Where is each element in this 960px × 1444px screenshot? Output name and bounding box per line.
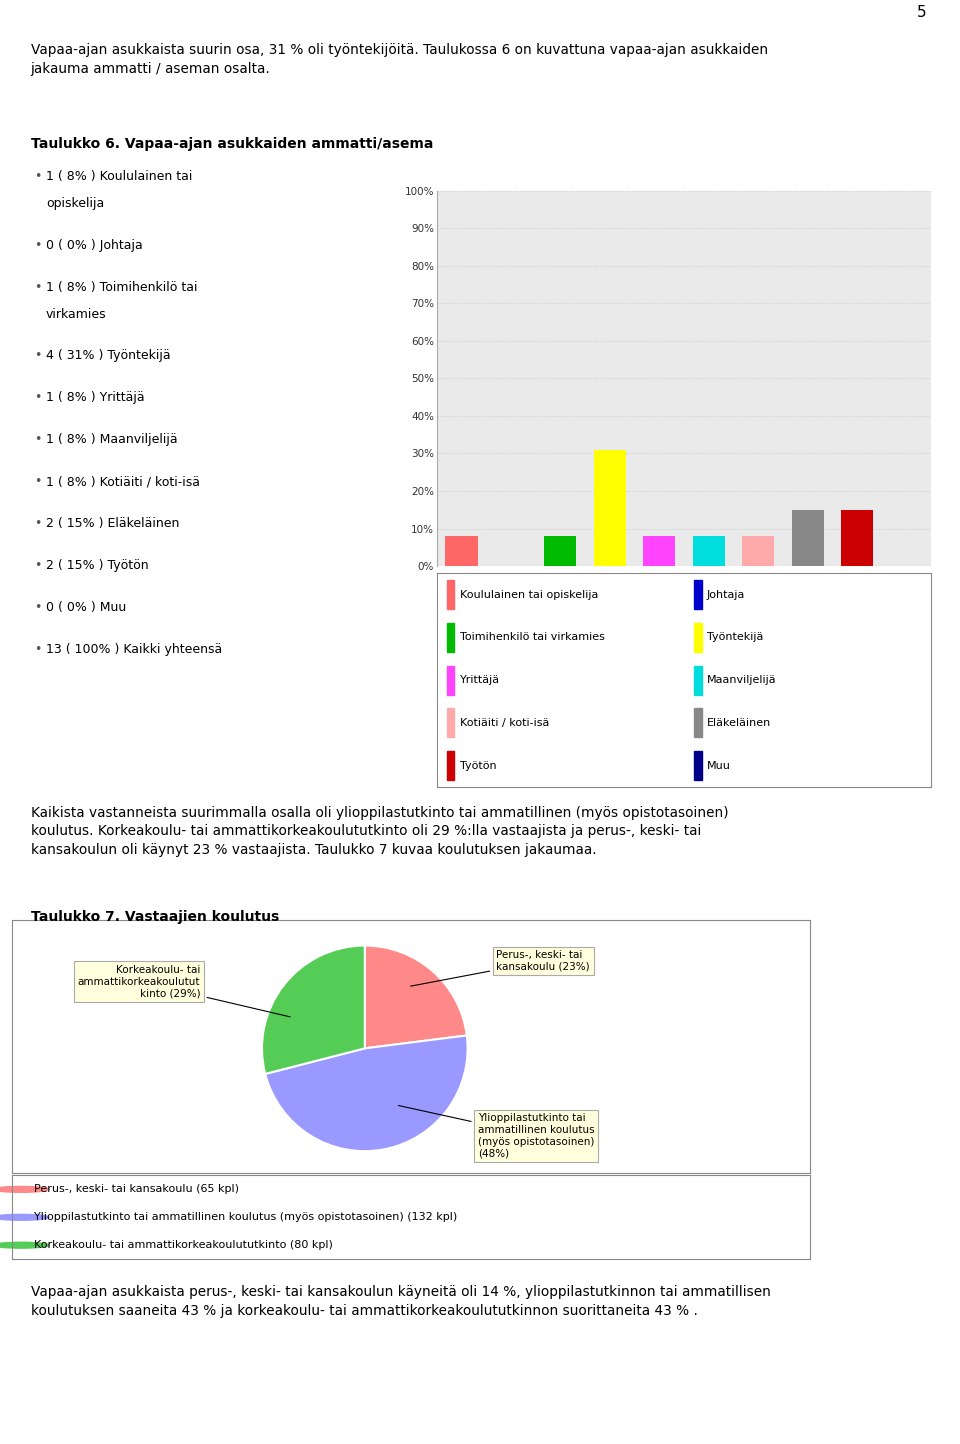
Text: 0 ( 0% ) Muu: 0 ( 0% ) Muu [46, 601, 127, 614]
Text: Ylioppilastutkinto tai ammatillinen koulutus (myös opistotasoinen) (132 kpl): Ylioppilastutkinto tai ammatillinen koul… [34, 1213, 457, 1222]
Text: Vapaa-ajan asukkaista suurin osa, 31 % oli työntekijöitä. Taulukossa 6 on kuvatt: Vapaa-ajan asukkaista suurin osa, 31 % o… [31, 43, 768, 75]
Text: 1 ( 8% ) Yrittäjä: 1 ( 8% ) Yrittäjä [46, 391, 145, 404]
Bar [594, 449, 626, 566]
Text: Koululainen tai opiskelija: Koululainen tai opiskelija [460, 589, 598, 599]
Bar [643, 536, 675, 566]
Text: Muu: Muu [707, 761, 731, 771]
Text: •: • [35, 349, 42, 362]
Bar [446, 580, 454, 609]
Text: Korkeakoulu- tai
ammattikorkeakoulutut
kinto (29%): Korkeakoulu- tai ammattikorkeakoulutut k… [78, 965, 290, 1017]
Text: Yrittäjä: Yrittäjä [460, 676, 499, 684]
Text: •: • [35, 643, 42, 656]
Text: Toimihenkilö tai virkamies: Toimihenkilö tai virkamies [460, 632, 605, 643]
Text: 1 ( 8% ) Maanviljelijä: 1 ( 8% ) Maanviljelijä [46, 433, 178, 446]
Text: 2 ( 15% ) Työtön: 2 ( 15% ) Työtön [46, 559, 149, 572]
Text: Perus-, keski- tai kansakoulu (65 kpl): Perus-, keski- tai kansakoulu (65 kpl) [34, 1184, 239, 1194]
Text: Taulukko 6. Vapaa-ajan asukkaiden ammatti/asema: Taulukko 6. Vapaa-ajan asukkaiden ammatt… [31, 137, 433, 152]
Text: •: • [35, 475, 42, 488]
Bar [446, 751, 454, 780]
Text: •: • [35, 170, 42, 183]
Bar [446, 666, 454, 695]
Text: virkamies: virkamies [46, 308, 107, 321]
Text: •: • [35, 517, 42, 530]
Text: •: • [35, 433, 42, 446]
Text: 13 ( 100% ) Kaikki yhteensä: 13 ( 100% ) Kaikki yhteensä [46, 643, 223, 656]
Bar [445, 536, 477, 566]
Wedge shape [262, 946, 365, 1074]
Text: Taulukko 7. Vastaajien koulutus: Taulukko 7. Vastaajien koulutus [31, 910, 279, 924]
Text: Työtön: Työtön [460, 761, 496, 771]
Text: 1 ( 8% ) Kotiäiti / koti-isä: 1 ( 8% ) Kotiäiti / koti-isä [46, 475, 200, 488]
Bar [446, 709, 454, 738]
Text: 4 ( 31% ) Työntekijä: 4 ( 31% ) Työntekijä [46, 349, 171, 362]
Bar [742, 536, 774, 566]
Text: Ylioppilastutkinto tai
ammatillinen koulutus
(myös opistotasoinen)
(48%): Ylioppilastutkinto tai ammatillinen koul… [398, 1106, 594, 1158]
Bar [694, 709, 702, 738]
Text: Kaikista vastanneista suurimmalla osalla oli ylioppilastutkinto tai ammatillinen: Kaikista vastanneista suurimmalla osalla… [31, 806, 729, 856]
Text: •: • [35, 238, 42, 253]
Text: Eläkeläinen: Eläkeläinen [707, 718, 771, 728]
Bar [841, 510, 873, 566]
Text: Vapaa-ajan asukkaista perus-, keski- tai kansakoulun käyneitä oli 14 %, ylioppil: Vapaa-ajan asukkaista perus-, keski- tai… [31, 1285, 771, 1317]
Text: Johtaja: Johtaja [707, 589, 745, 599]
Text: Työntekijä: Työntekijä [707, 632, 763, 643]
Bar [694, 580, 702, 609]
Text: Perus-, keski- tai
kansakoulu (23%): Perus-, keski- tai kansakoulu (23%) [411, 950, 590, 986]
Bar [792, 510, 824, 566]
Text: Kotiäiti / koti-isä: Kotiäiti / koti-isä [460, 718, 549, 728]
Bar [544, 536, 576, 566]
Text: 1 ( 8% ) Toimihenkilö tai: 1 ( 8% ) Toimihenkilö tai [46, 280, 198, 295]
Text: Korkeakoulu- tai ammattikorkeakoulututkinto (80 kpl): Korkeakoulu- tai ammattikorkeakoulututki… [34, 1240, 333, 1251]
Text: opiskelija: opiskelija [46, 196, 105, 211]
Text: 0 ( 0% ) Johtaja: 0 ( 0% ) Johtaja [46, 238, 143, 253]
Text: •: • [35, 280, 42, 295]
Bar [694, 666, 702, 695]
Bar [694, 751, 702, 780]
Circle shape [0, 1214, 49, 1220]
Text: Maanviljelijä: Maanviljelijä [707, 676, 777, 684]
Circle shape [0, 1242, 49, 1248]
Bar [446, 622, 454, 651]
Text: •: • [35, 391, 42, 404]
Text: 5: 5 [917, 4, 926, 20]
Text: 1 ( 8% ) Koululainen tai: 1 ( 8% ) Koululainen tai [46, 170, 192, 183]
Wedge shape [265, 1035, 468, 1151]
Circle shape [0, 1187, 49, 1193]
Wedge shape [365, 946, 467, 1048]
Bar [694, 622, 702, 651]
Bar [693, 536, 725, 566]
Text: •: • [35, 559, 42, 572]
Text: 2 ( 15% ) Eläkeläinen: 2 ( 15% ) Eläkeläinen [46, 517, 180, 530]
Text: •: • [35, 601, 42, 614]
